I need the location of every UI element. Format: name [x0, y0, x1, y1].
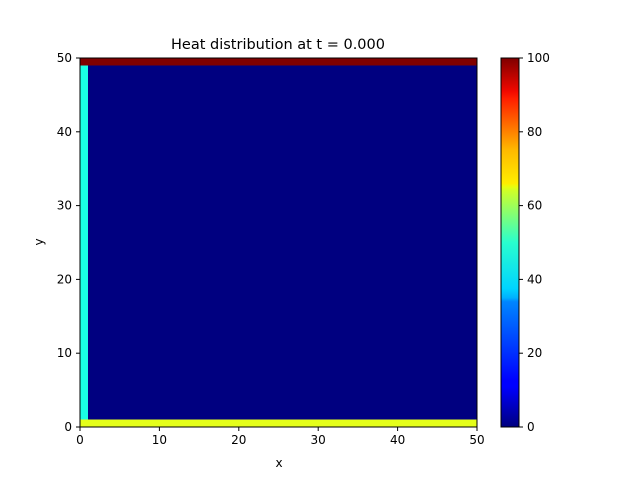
heat-region-left-boundary: [80, 65, 88, 420]
y-axis-ticks: 0 10 20 30 40 50: [57, 51, 80, 434]
x-tick-label: 20: [231, 433, 246, 447]
colorbar: [500, 57, 520, 428]
colorbar-tick-label: 80: [527, 125, 542, 139]
colorbar-tick-label: 0: [527, 420, 535, 434]
x-tick-label: 30: [311, 433, 326, 447]
heatmap-cells: [80, 58, 477, 427]
y-tick-label: 40: [57, 125, 72, 139]
colorbar-tick-label: 40: [527, 272, 542, 286]
plot-frame: [79, 57, 478, 428]
y-tick-label: 30: [57, 199, 72, 213]
x-axis-ticks: 0 10 20 30 40 50: [76, 427, 485, 447]
x-tick-label: 10: [152, 433, 167, 447]
x-axis-label: x: [275, 456, 282, 470]
colorbar-tick-label: 100: [527, 51, 550, 65]
y-axis-label: y: [32, 238, 46, 245]
colorbar-ticks: 0 20 40 60 80 100: [519, 51, 550, 434]
x-tick-label: 0: [76, 433, 84, 447]
y-tick-label: 10: [57, 346, 72, 360]
heat-region-bottom-boundary: [80, 419, 477, 427]
y-tick-label: 0: [64, 420, 72, 434]
colorbar-tick-label: 60: [527, 199, 542, 213]
y-tick-label: 20: [57, 272, 72, 286]
x-tick-label: 50: [469, 433, 484, 447]
colorbar-tick-label: 20: [527, 346, 542, 360]
heat-region-interior: [87, 65, 477, 420]
x-tick-label: 40: [390, 433, 405, 447]
heat-region-top-boundary: [80, 58, 477, 66]
y-tick-label: 50: [57, 51, 72, 65]
chart-title: Heat distribution at t = 0.000: [171, 37, 385, 53]
